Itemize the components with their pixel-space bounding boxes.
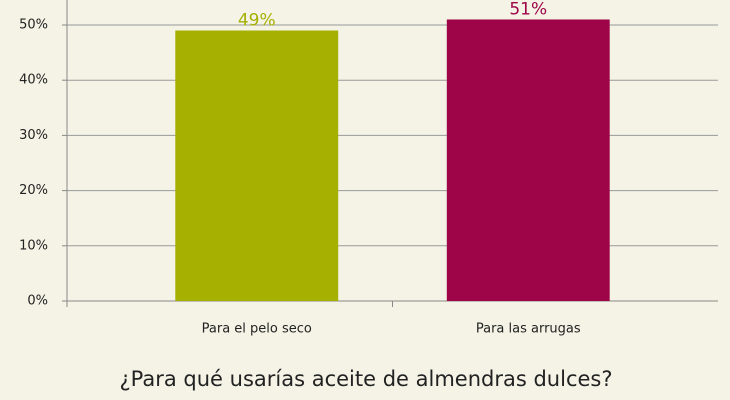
value-label: 51% — [509, 0, 547, 19]
bar — [175, 30, 339, 302]
value-label: 49% — [238, 11, 276, 31]
y-tick-label: 10% — [19, 238, 48, 253]
y-tick-label: 30% — [19, 128, 48, 143]
y-tick-label: 40% — [19, 73, 48, 88]
y-tick-label: 0% — [27, 294, 48, 309]
y-tick-label: 20% — [19, 183, 48, 198]
chart-title: ¿Para qué usarías aceite de almendras du… — [119, 367, 612, 391]
bar — [446, 19, 610, 301]
x-tick-label: Para las arrugas — [476, 322, 581, 337]
y-tick-label: 50% — [19, 18, 48, 33]
x-tick-label: Para el pelo seco — [202, 322, 312, 337]
